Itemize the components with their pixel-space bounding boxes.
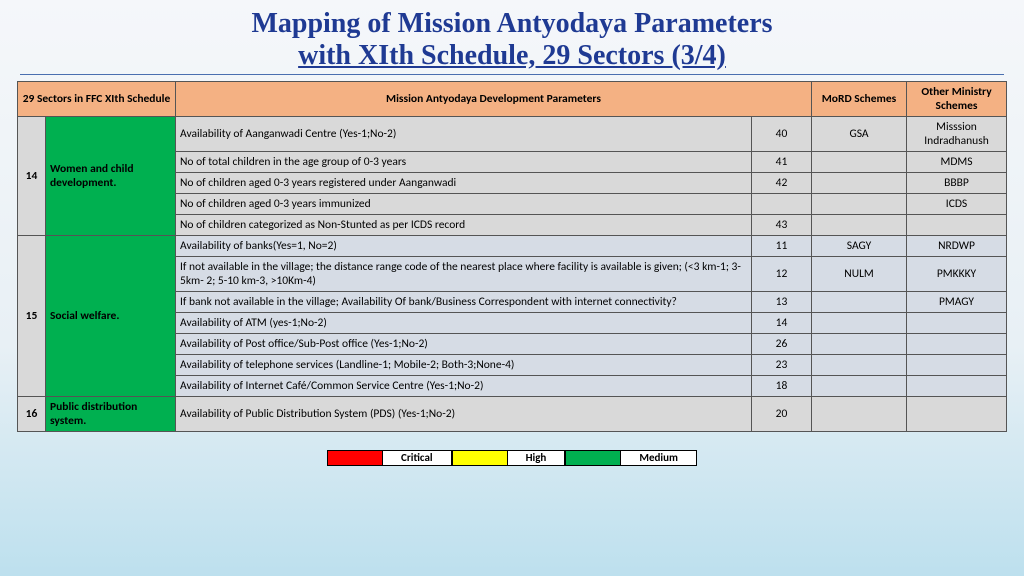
param-code: 23 [752,355,812,376]
param-text: Availability of telephone services (Land… [176,355,752,376]
mord-scheme: GSA [812,117,907,152]
mord-scheme [812,397,907,432]
header-row: 29 Sectors in FFC XIth Schedule Mission … [18,82,1007,117]
high-label: High [508,451,565,465]
other-scheme [907,215,1007,236]
param-code: 11 [752,236,812,257]
mapping-table: 29 Sectors in FFC XIth Schedule Mission … [17,81,1007,432]
sector-name: Public distribution system. [46,397,176,432]
critical-label: Critical [383,451,451,465]
sector-name: Women and child development. [46,117,176,236]
title-rule [20,74,1004,75]
param-code: 43 [752,215,812,236]
sector-num: 16 [18,397,46,432]
param-text: No of children categorized as Non-Stunte… [176,215,752,236]
param-text: Availability of Post office/Sub-Post off… [176,334,752,355]
other-scheme [907,376,1007,397]
other-scheme: MDMS [907,152,1007,173]
other-scheme: ICDS [907,194,1007,215]
param-text: Availability of Internet Café/Common Ser… [176,376,752,397]
param-code: 26 [752,334,812,355]
other-scheme [907,313,1007,334]
col-params: Mission Antyodaya Development Parameters [176,82,812,117]
mord-scheme: SAGY [812,236,907,257]
mord-scheme [812,313,907,334]
medium-label: Medium [621,451,696,465]
param-text: Availability of ATM (yes-1;No-2) [176,313,752,334]
param-code: 41 [752,152,812,173]
param-text: No of children aged 0-3 years immunized [176,194,752,215]
legend: Critical High Medium [0,450,1024,466]
param-code: 18 [752,376,812,397]
col-other: Other Ministry Schemes [907,82,1007,117]
other-scheme [907,397,1007,432]
mord-scheme [812,292,907,313]
mord-scheme [812,334,907,355]
mord-scheme: NULM [812,257,907,292]
other-scheme: PMAGY [907,292,1007,313]
mord-scheme [812,194,907,215]
param-code: 12 [752,257,812,292]
table-row: 16 Public distribution system. Availabil… [18,397,1007,432]
param-text: If not available in the village; the dis… [176,257,752,292]
param-text: No of total children in the age group of… [176,152,752,173]
legend-high: High [452,450,566,466]
sector-num: 14 [18,117,46,236]
medium-swatch [566,451,621,465]
other-scheme: NRDWP [907,236,1007,257]
param-code [752,194,812,215]
other-scheme: PMKKKY [907,257,1007,292]
param-code: 40 [752,117,812,152]
legend-critical: Critical [327,450,452,466]
other-scheme [907,334,1007,355]
table-row: 15 Social welfare. Availability of banks… [18,236,1007,257]
mord-scheme [812,355,907,376]
param-code: 14 [752,313,812,334]
param-code: 42 [752,173,812,194]
sector-num: 15 [18,236,46,397]
mord-scheme [812,215,907,236]
other-scheme: BBBP [907,173,1007,194]
param-text: If bank not available in the village; Av… [176,292,752,313]
col-mord: MoRD Schemes [812,82,907,117]
legend-medium: Medium [565,450,697,466]
param-text: Availability of banks(Yes=1, No=2) [176,236,752,257]
critical-swatch [328,451,383,465]
param-text: No of children aged 0-3 years registered… [176,173,752,194]
sector-name: Social welfare. [46,236,176,397]
mord-scheme [812,173,907,194]
title-line1: Mapping of Mission Antyodaya Parameters [251,8,772,39]
high-swatch [453,451,508,465]
mord-scheme [812,152,907,173]
other-scheme: Misssion Indradhanush [907,117,1007,152]
table-row: 14 Women and child development. Availabi… [18,117,1007,152]
col-sectors: 29 Sectors in FFC XIth Schedule [18,82,176,117]
param-text: Availability of Aanganwadi Centre (Yes-1… [176,117,752,152]
param-code: 13 [752,292,812,313]
param-code: 20 [752,397,812,432]
mord-scheme [812,376,907,397]
slide-title: Mapping of Mission Antyodaya Parameters … [0,0,1024,74]
param-text: Availability of Public Distribution Syst… [176,397,752,432]
title-line2: with XIth Schedule, 29 Sectors (3/4) [298,40,726,71]
other-scheme [907,355,1007,376]
